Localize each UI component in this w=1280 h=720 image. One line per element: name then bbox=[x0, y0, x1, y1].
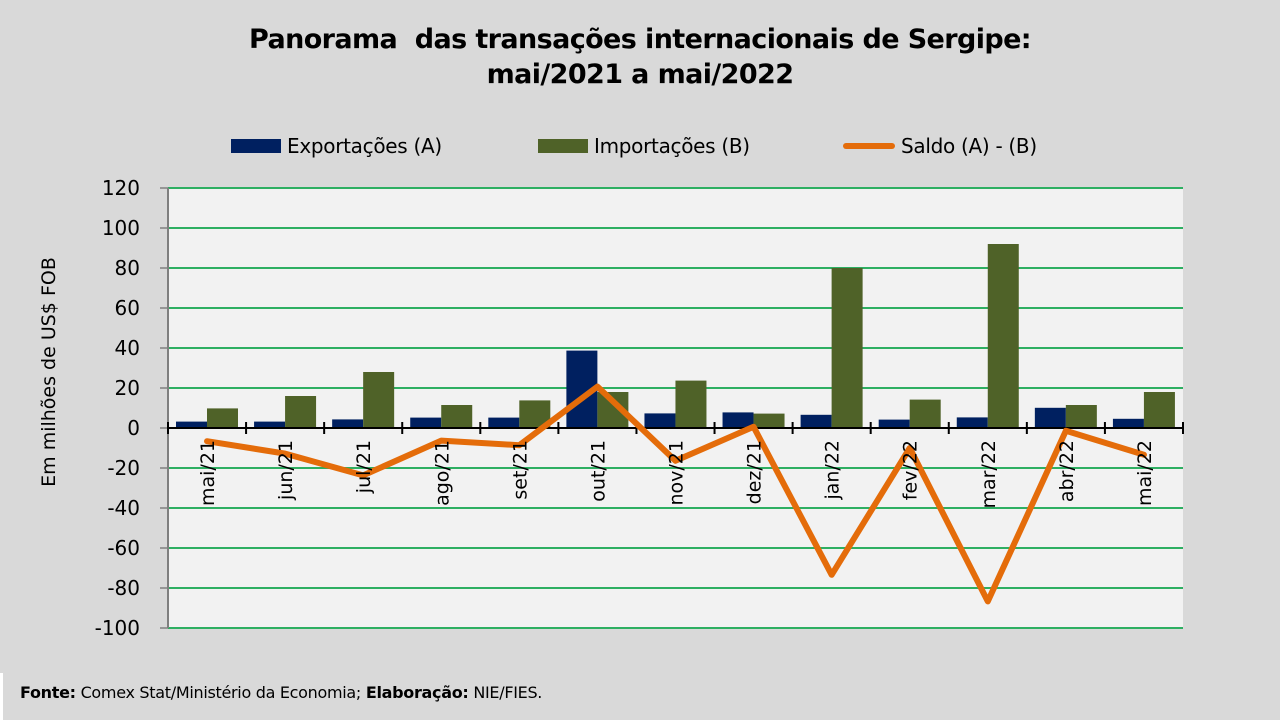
legend-item-saldo: Saldo (A) - (B) bbox=[843, 132, 1037, 160]
y-tick-label: -40 bbox=[107, 496, 140, 520]
x-tick-label: fev/22 bbox=[900, 440, 922, 500]
x-tick-label: abr/22 bbox=[1056, 440, 1078, 502]
bar-exportacoes bbox=[644, 413, 676, 428]
bar-exportacoes bbox=[488, 417, 520, 428]
x-tick-label: nov/21 bbox=[666, 440, 688, 506]
y-tick-label: 80 bbox=[115, 256, 140, 280]
bar-importacoes bbox=[207, 408, 238, 428]
bar-importacoes bbox=[363, 372, 395, 428]
x-tick-label: jan/22 bbox=[822, 440, 844, 501]
chart-title-line2: mai/2021 a mai/2022 bbox=[486, 59, 794, 90]
chart-title: Panorama das transações internacionais d… bbox=[0, 22, 1280, 92]
bar-exportacoes bbox=[878, 419, 910, 428]
footer: Fonte: Comex Stat/Ministério da Economia… bbox=[20, 683, 542, 702]
footer-credit-label: Elaboração: bbox=[365, 683, 469, 702]
bar-importacoes bbox=[285, 396, 317, 428]
bar-importacoes bbox=[1143, 392, 1175, 428]
y-tick-label: 0 bbox=[127, 416, 140, 440]
y-tick-label: -20 bbox=[107, 456, 140, 480]
bar-exportacoes bbox=[722, 412, 754, 428]
y-tick-label: 60 bbox=[115, 296, 140, 320]
y-tick-label: -80 bbox=[107, 576, 140, 600]
x-tick-label: dez/21 bbox=[744, 440, 766, 504]
bar-importacoes bbox=[987, 244, 1019, 428]
bar-importacoes bbox=[831, 268, 863, 428]
y-tick-label: 100 bbox=[102, 216, 140, 240]
bar-importacoes bbox=[909, 399, 941, 428]
x-tick-label: mar/22 bbox=[978, 440, 1000, 509]
bar-exportacoes bbox=[332, 419, 364, 428]
x-tick-label: set/21 bbox=[509, 440, 531, 500]
bar-exportacoes bbox=[1112, 418, 1144, 428]
legend-swatch-importacoes bbox=[538, 139, 588, 153]
y-axis-title: Em milhões de US$ FOB bbox=[38, 257, 60, 487]
bar-importacoes bbox=[441, 405, 473, 428]
bar-exportacoes bbox=[956, 417, 988, 428]
legend-item-importacoes: Importações (B) bbox=[538, 132, 750, 160]
x-tick-label: mai/21 bbox=[197, 440, 219, 506]
edge-strip bbox=[0, 673, 3, 720]
bar-exportacoes bbox=[410, 417, 442, 428]
footer-source-text: Comex Stat/Ministério da Economia; bbox=[80, 683, 362, 702]
legend-label-exportacoes: Exportações (A) bbox=[287, 134, 442, 158]
bar-exportacoes bbox=[1034, 407, 1066, 428]
y-tick-label: 40 bbox=[115, 336, 140, 360]
x-tick-label: ago/21 bbox=[431, 440, 453, 506]
footer-source-label: Fonte: bbox=[20, 683, 76, 702]
legend-label-saldo: Saldo (A) - (B) bbox=[901, 134, 1037, 158]
y-tick-label: -100 bbox=[95, 616, 140, 640]
bar-exportacoes bbox=[254, 421, 286, 428]
bar-exportacoes bbox=[176, 421, 207, 428]
legend-label-importacoes: Importações (B) bbox=[594, 134, 750, 158]
x-tick-label: jun/21 bbox=[275, 440, 297, 501]
y-tick-label: 120 bbox=[102, 176, 140, 200]
legend-swatch-saldo bbox=[843, 143, 895, 149]
bar-importacoes bbox=[1065, 405, 1097, 428]
bar-importacoes bbox=[675, 380, 707, 428]
bar-exportacoes bbox=[800, 414, 832, 428]
x-tick-label: mai/22 bbox=[1134, 440, 1156, 506]
bar-importacoes bbox=[753, 413, 785, 428]
legend-swatch-exportacoes bbox=[231, 139, 281, 153]
legend-item-exportacoes: Exportações (A) bbox=[231, 132, 442, 160]
chart-title-line1: Panorama das transações internacionais d… bbox=[248, 24, 1032, 55]
x-tick-label: jul/21 bbox=[353, 440, 375, 494]
y-tick-label: 20 bbox=[115, 376, 140, 400]
footer-credit-text: NIE/FIES. bbox=[473, 683, 543, 702]
y-tick-label: -60 bbox=[107, 536, 140, 560]
x-tick-label: out/21 bbox=[587, 440, 609, 502]
legend: Exportações (A) Importações (B) Saldo (A… bbox=[0, 132, 1280, 160]
